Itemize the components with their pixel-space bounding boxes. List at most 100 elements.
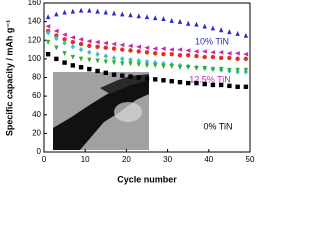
data-point — [87, 57, 92, 63]
data-point — [144, 58, 150, 65]
data-point — [235, 31, 240, 36]
data-point — [169, 79, 174, 84]
data-point — [45, 14, 51, 20]
series-label: 10% TiN — [195, 36, 229, 46]
data-point — [103, 9, 108, 15]
data-point — [78, 7, 84, 13]
data-point — [120, 11, 125, 17]
y-tick-label: 0 — [37, 147, 42, 156]
data-point — [87, 49, 92, 56]
data-point — [120, 47, 125, 52]
data-point — [227, 29, 232, 35]
data-point — [78, 56, 84, 62]
data-point — [161, 78, 166, 83]
data-point — [218, 55, 224, 61]
data-point — [177, 52, 183, 58]
data-point — [111, 41, 117, 47]
data-point — [136, 58, 141, 64]
data-point — [210, 50, 216, 55]
x-tick-label: 0 — [42, 155, 47, 164]
data-point — [128, 74, 133, 79]
data-point — [177, 79, 183, 85]
data-point — [70, 54, 76, 60]
data-point — [136, 13, 141, 19]
data-point — [70, 8, 76, 14]
data-point — [95, 51, 100, 57]
data-point — [202, 81, 207, 87]
data-point — [161, 52, 166, 57]
data-point — [161, 64, 166, 70]
data-point — [103, 59, 108, 65]
data-point — [153, 51, 158, 56]
data-point — [186, 80, 191, 86]
data-point — [193, 49, 199, 54]
data-point — [128, 57, 133, 63]
data-point — [54, 45, 59, 51]
data-point — [87, 43, 92, 49]
data-point — [169, 64, 174, 70]
x-tick-label: 10 — [81, 155, 90, 164]
y-tick-label: 140 — [28, 17, 42, 26]
data-point — [210, 54, 216, 60]
data-point — [201, 49, 207, 54]
data-point — [120, 56, 125, 62]
data-point — [235, 84, 240, 90]
data-point — [61, 32, 67, 37]
data-point — [136, 62, 141, 68]
data-point — [194, 65, 199, 71]
y-tick-label: 60 — [32, 91, 41, 100]
data-point — [78, 46, 84, 53]
data-point — [218, 66, 224, 72]
data-point — [235, 67, 240, 73]
data-point — [227, 83, 232, 89]
data-point — [144, 50, 150, 55]
data-point — [111, 10, 117, 16]
data-point — [185, 48, 191, 53]
data-point — [235, 56, 240, 62]
data-point — [70, 35, 76, 40]
data-point — [62, 51, 67, 56]
data-point — [111, 46, 117, 51]
inset-image — [53, 72, 149, 150]
data-point — [144, 63, 150, 69]
data-point — [243, 52, 249, 57]
series-label: 12.5% TiN — [189, 74, 231, 84]
y-tick-label: 20 — [32, 128, 41, 137]
data-point — [103, 70, 108, 76]
data-point — [194, 53, 199, 59]
data-point — [111, 60, 117, 66]
y-tick-label: 40 — [32, 110, 41, 119]
y-tick-label: 100 — [28, 54, 42, 63]
data-point — [78, 41, 84, 47]
data-point — [62, 9, 67, 15]
data-point — [62, 40, 67, 46]
data-point — [152, 46, 158, 51]
data-point — [186, 52, 191, 58]
data-point — [103, 40, 108, 46]
data-point — [227, 55, 232, 61]
data-point — [128, 61, 133, 67]
data-point — [186, 20, 191, 26]
x-axis-label: Cycle number — [117, 174, 177, 184]
y-tick-label: 160 — [28, 0, 42, 7]
y-tick-label: 80 — [32, 73, 41, 82]
series-label: 0% TiN — [203, 121, 232, 131]
data-point — [45, 39, 51, 45]
data-point — [153, 63, 158, 69]
data-point — [202, 54, 207, 60]
data-point — [45, 30, 51, 36]
data-point — [210, 82, 216, 88]
data-point — [194, 21, 199, 27]
data-point — [161, 16, 166, 22]
data-point — [70, 44, 76, 50]
data-point — [119, 42, 125, 48]
data-point — [226, 51, 232, 56]
data-point — [153, 15, 158, 21]
data-point — [169, 17, 174, 23]
data-point — [70, 39, 76, 45]
data-point — [144, 14, 150, 20]
data-point — [78, 37, 84, 42]
data-point — [160, 46, 166, 51]
data-point — [95, 58, 100, 64]
data-point — [169, 52, 174, 57]
